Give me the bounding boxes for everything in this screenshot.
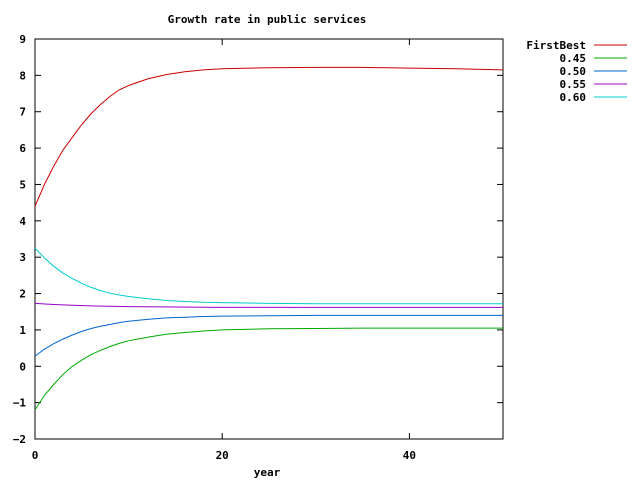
plot-frame <box>34 38 504 440</box>
legend-label-0: FirstBest <box>526 39 586 52</box>
y-tick-label: 5 <box>19 178 26 191</box>
legend-label-2: 0.50 <box>560 65 587 78</box>
y-axis: −2 −1 0 1 2 3 4 5 6 7 8 9 <box>13 33 503 446</box>
y-tick-label: 1 <box>19 324 26 337</box>
series-line-0 <box>34 66 504 207</box>
y-tick-label: 7 <box>19 106 26 119</box>
legend-label-1: 0.45 <box>560 52 587 65</box>
legend-label-3: 0.55 <box>560 78 587 91</box>
y-tick-label: −1 <box>13 397 27 410</box>
series-line-1 <box>34 327 503 411</box>
y-tick-label: 3 <box>19 251 26 264</box>
y-tick-label: −2 <box>13 433 26 446</box>
y-tick-label: 6 <box>19 142 26 155</box>
x-tick-label: 20 <box>216 449 229 462</box>
chart-title: Growth rate in public services <box>168 13 367 26</box>
series-lines <box>34 66 504 411</box>
y-tick-label: 9 <box>19 33 26 46</box>
series-line-2 <box>34 314 503 357</box>
x-tick-label: 40 <box>403 449 416 462</box>
x-axis: 0 20 40 <box>32 39 416 462</box>
y-tick-label: 8 <box>19 69 26 82</box>
legend-label-4: 0.60 <box>560 91 587 104</box>
y-tick-label: 0 <box>19 360 26 373</box>
x-tick-label: 0 <box>32 449 39 462</box>
series-line-4 <box>34 247 503 305</box>
y-tick-label: 2 <box>19 288 26 301</box>
y-tick-label: 4 <box>19 215 26 228</box>
x-axis-label: year <box>254 466 281 479</box>
series-line-3 <box>34 302 503 308</box>
